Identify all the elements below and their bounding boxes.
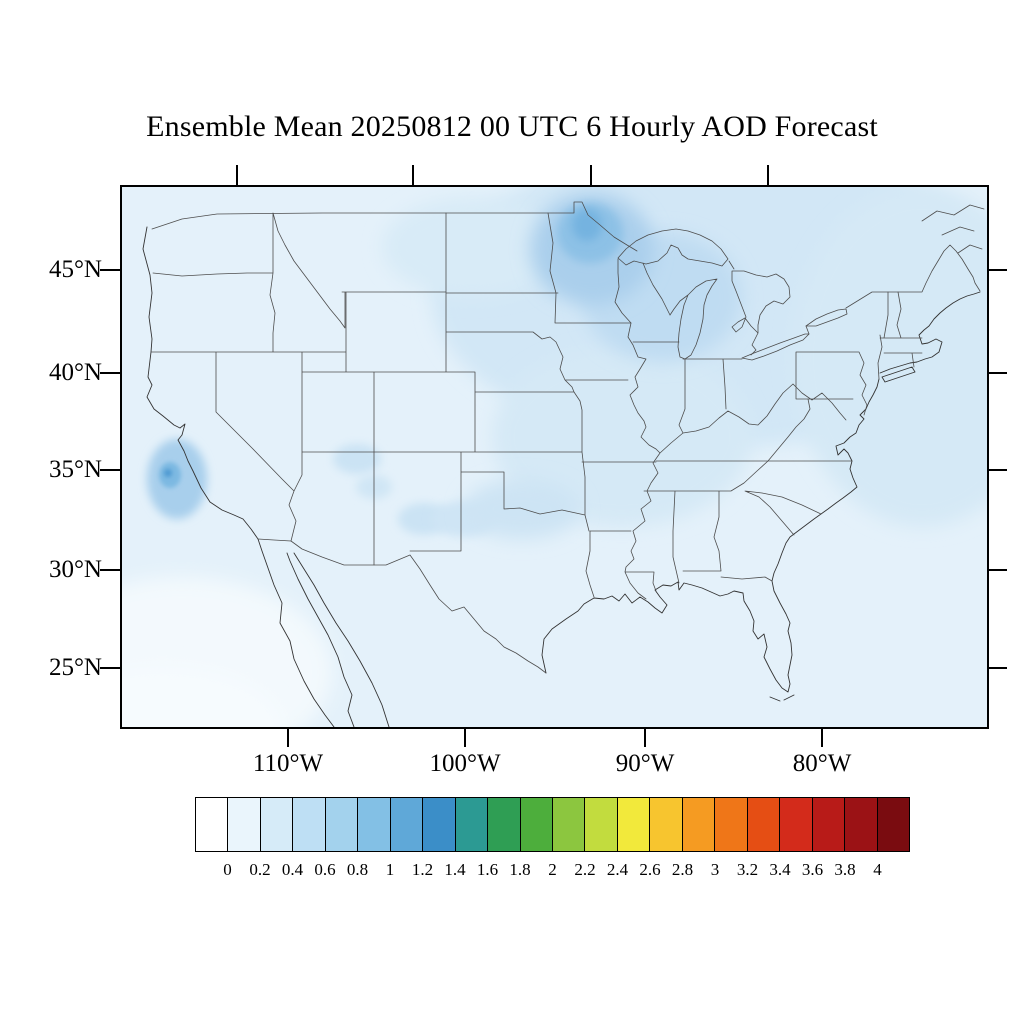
colorbar-cell bbox=[260, 798, 294, 851]
colorbar-tick-label: 3.8 bbox=[834, 860, 856, 879]
lat-tick-right bbox=[987, 667, 1007, 669]
lon-tick-top bbox=[590, 165, 592, 185]
state-borders-east-path bbox=[614, 258, 923, 600]
colorbar-tick-label: 2.6 bbox=[639, 860, 661, 879]
lon-tick-bottom bbox=[464, 727, 466, 747]
colorbar-tick-label: 1 bbox=[385, 860, 395, 879]
aod-blob-four-corners bbox=[333, 444, 381, 474]
colorbar-tick-label: 3.2 bbox=[736, 860, 759, 879]
lon-tick-bottom bbox=[287, 727, 289, 747]
lon-tick-label: 110°W bbox=[252, 750, 324, 777]
colorbar-cell bbox=[455, 798, 489, 851]
canada-border-path bbox=[151, 201, 985, 356]
great-lakes-path bbox=[617, 228, 848, 361]
colorbar-cell bbox=[877, 798, 909, 851]
colorbar-tick-label: 0.8 bbox=[346, 860, 369, 879]
lat-tick-left bbox=[100, 469, 120, 471]
page-title: Ensemble Mean 20250812 00 UTC 6 Hourly A… bbox=[146, 110, 878, 143]
colorbar-cell bbox=[520, 798, 553, 851]
lon-tick-label: 80°W bbox=[792, 750, 852, 777]
lon-tick-top bbox=[767, 165, 769, 185]
lon-tick-label: 100°W bbox=[429, 750, 501, 777]
colorbar-cell bbox=[358, 798, 391, 851]
colorbar-cell bbox=[617, 798, 651, 851]
colorbar-cell bbox=[552, 798, 586, 851]
lat-tick-left bbox=[100, 569, 120, 571]
lat-tick-right bbox=[987, 269, 1007, 271]
mexico-border-path bbox=[257, 538, 547, 674]
aod-field-contours bbox=[122, 187, 987, 727]
colorbar-tick-label: 3.4 bbox=[769, 860, 791, 879]
lat-tick-label: 45°N bbox=[48, 256, 102, 283]
colorbar-cell bbox=[488, 798, 521, 851]
colorbar-cell bbox=[682, 798, 716, 851]
colorbar-tick-label: 2.8 bbox=[671, 860, 694, 879]
lat-tick-label: 40°N bbox=[48, 359, 102, 386]
lat-tick-left bbox=[100, 269, 120, 271]
colorbar-cell bbox=[325, 798, 359, 851]
colorbar-cell bbox=[228, 798, 261, 851]
colorbar-tick-label: 0.2 bbox=[249, 860, 271, 879]
colorbar-tick-label: 0.6 bbox=[314, 860, 336, 879]
lon-tick-top bbox=[412, 165, 414, 185]
colorbar-labels: 0 0.2 0.4 0.6 0.8 1 1.2 1.4 1.6 1.8 2 2.2 2.4 2.6 2.8 3… bbox=[0, 860, 1024, 884]
colorbar-cell bbox=[715, 798, 748, 851]
lat-tick-label: 35°N bbox=[48, 456, 102, 483]
colorbar-tick-label: 1.6 bbox=[476, 860, 499, 879]
colorbar-tick-label: 0 bbox=[223, 860, 232, 879]
colorbar-tick-label: 2 bbox=[548, 860, 557, 879]
lat-tick-right bbox=[987, 569, 1007, 571]
colorbar-tick-label: 1.4 bbox=[444, 860, 466, 879]
colorbar-tick-label: 4 bbox=[873, 860, 882, 879]
colorbar-tick-label: 3.6 bbox=[801, 860, 824, 879]
colorbar-cell bbox=[293, 798, 326, 851]
colorbar-cell bbox=[585, 798, 618, 851]
colorbar-cell bbox=[747, 798, 781, 851]
state-borders-west-path bbox=[150, 212, 657, 598]
lon-tick-bottom bbox=[821, 727, 823, 747]
lat-tick-label: 25°N bbox=[48, 654, 102, 681]
colorbar-cell bbox=[845, 798, 878, 851]
coastline-path bbox=[142, 226, 981, 727]
lon-tick-label: 90°W bbox=[615, 750, 675, 777]
lon-tick-bottom bbox=[644, 727, 646, 747]
colorbar-cell bbox=[780, 798, 813, 851]
map-frame bbox=[120, 185, 989, 729]
colorbar-tick-label: 3 bbox=[710, 860, 720, 879]
colorbar-cell bbox=[196, 798, 229, 851]
colorbar-cell bbox=[650, 798, 683, 851]
colorbar-cell bbox=[812, 798, 846, 851]
lat-tick-label: 30°N bbox=[48, 556, 102, 583]
colorbar-tick-label: 1.2 bbox=[411, 860, 434, 879]
colorbar-tick-label: 2.2 bbox=[574, 860, 596, 879]
colorbar-tick-label: 0.4 bbox=[281, 860, 304, 879]
colorbar bbox=[195, 797, 910, 852]
colorbar-tick-label: 2.4 bbox=[606, 860, 629, 879]
colorbar-cell bbox=[390, 798, 424, 851]
colorbar-cell bbox=[423, 798, 456, 851]
lat-tick-right bbox=[987, 469, 1007, 471]
colorbar-tick-label: 1.8 bbox=[509, 860, 531, 879]
lat-tick-right bbox=[987, 372, 1007, 374]
lat-tick-left bbox=[100, 667, 120, 669]
conus-map-svg bbox=[122, 187, 987, 727]
lon-tick-top bbox=[236, 165, 238, 185]
lat-tick-left bbox=[100, 372, 120, 374]
